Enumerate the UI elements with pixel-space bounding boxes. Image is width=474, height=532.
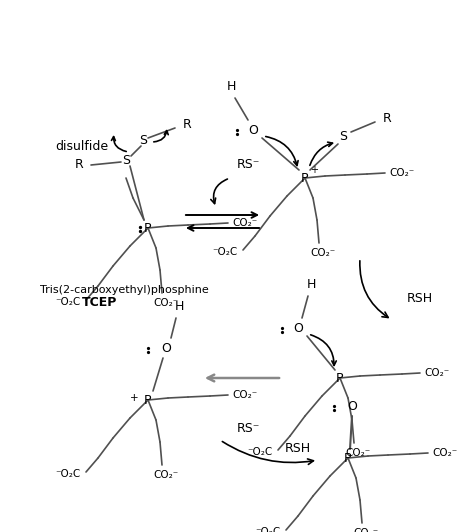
- Text: ⁻O₂C: ⁻O₂C: [55, 297, 81, 307]
- Text: O: O: [161, 342, 171, 354]
- Text: R: R: [383, 112, 392, 124]
- Text: CO₂⁻: CO₂⁻: [232, 218, 258, 228]
- Text: RS⁻: RS⁻: [237, 421, 260, 435]
- Text: Tris(2-carboxyethyl)phosphine: Tris(2-carboxyethyl)phosphine: [40, 285, 209, 295]
- Text: S: S: [339, 129, 347, 143]
- Text: CO₂⁻: CO₂⁻: [346, 448, 371, 458]
- Text: CO₂⁻: CO₂⁻: [432, 448, 457, 458]
- Text: +: +: [310, 165, 318, 175]
- Text: ⁻O₂C: ⁻O₂C: [212, 247, 237, 257]
- Text: P: P: [144, 394, 152, 406]
- Text: CO₂⁻: CO₂⁻: [154, 298, 179, 308]
- Text: R: R: [182, 118, 191, 130]
- Text: O: O: [347, 400, 357, 412]
- Text: S: S: [139, 134, 147, 146]
- Text: RS⁻: RS⁻: [237, 159, 260, 171]
- Text: CO₂⁻: CO₂⁻: [389, 168, 415, 178]
- Text: ⁻O₂C: ⁻O₂C: [255, 527, 281, 532]
- Text: H: H: [226, 79, 236, 93]
- Text: disulfide: disulfide: [55, 140, 108, 154]
- Text: P: P: [336, 371, 344, 385]
- Text: CO₂⁻: CO₂⁻: [354, 528, 379, 532]
- Text: CO₂⁻: CO₂⁻: [232, 390, 258, 400]
- Text: RSH: RSH: [285, 442, 311, 454]
- Text: ⁻O₂C: ⁻O₂C: [247, 447, 273, 457]
- Text: H: H: [306, 278, 316, 290]
- Text: CO₂⁻: CO₂⁻: [310, 248, 336, 258]
- Text: RSH: RSH: [407, 292, 433, 304]
- Text: CO₂⁻: CO₂⁻: [424, 368, 450, 378]
- Text: H: H: [174, 300, 184, 312]
- Text: ⁻O₂C: ⁻O₂C: [55, 469, 81, 479]
- Text: P: P: [344, 452, 352, 464]
- Text: CO₂⁻: CO₂⁻: [154, 470, 179, 480]
- Text: P: P: [144, 221, 152, 235]
- Text: O: O: [248, 123, 258, 137]
- Text: P: P: [301, 171, 309, 185]
- Text: R: R: [74, 159, 83, 171]
- Text: S: S: [122, 154, 130, 167]
- Text: +: +: [130, 393, 138, 403]
- Text: TCEP: TCEP: [82, 296, 118, 310]
- Text: O: O: [293, 321, 303, 335]
